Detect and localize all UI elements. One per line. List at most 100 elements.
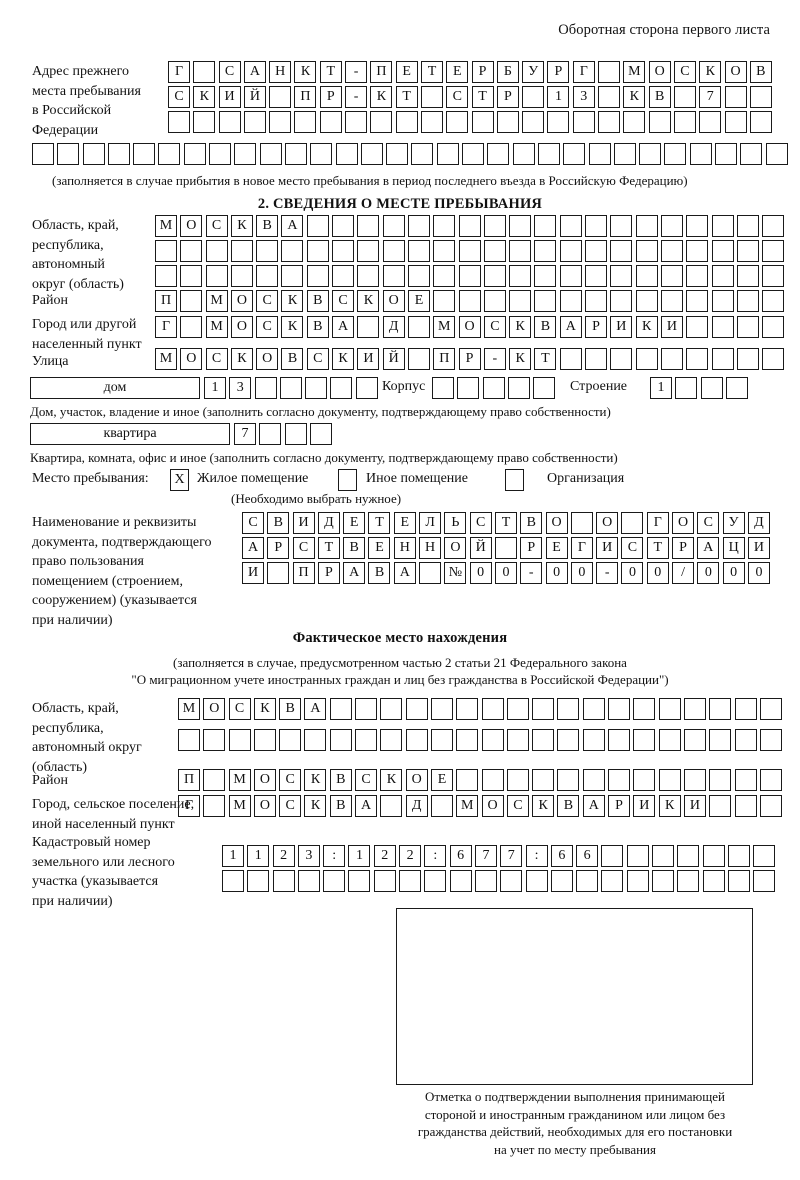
char-cell[interactable]: М <box>205 290 228 312</box>
char-cell[interactable]: О <box>253 795 276 817</box>
char-cell[interactable] <box>635 265 658 287</box>
char-cell[interactable] <box>736 215 759 237</box>
char-cell[interactable] <box>405 698 428 720</box>
char-cell[interactable]: С <box>483 316 506 338</box>
char-cell[interactable]: О <box>230 316 253 338</box>
char-cell[interactable]: Г <box>646 512 669 534</box>
char-cell[interactable] <box>178 729 200 751</box>
char-cell[interactable] <box>559 265 582 287</box>
char-cell[interactable] <box>281 240 304 262</box>
char-cell[interactable] <box>709 795 732 817</box>
char-cell[interactable]: О <box>405 769 428 791</box>
char-cell[interactable] <box>727 845 750 867</box>
char-cell[interactable] <box>559 290 582 312</box>
char-cell[interactable]: Й <box>469 537 492 559</box>
char-cell[interactable] <box>633 698 656 720</box>
char-cell[interactable]: Р <box>496 86 519 108</box>
char-cell[interactable]: Г <box>570 537 593 559</box>
char-cell[interactable]: 0 <box>646 562 669 584</box>
char-cell[interactable] <box>230 240 253 262</box>
char-cell[interactable]: Р <box>520 537 543 559</box>
char-cell[interactable] <box>82 143 105 165</box>
char-cell[interactable] <box>335 143 358 165</box>
char-cell[interactable]: Т <box>395 86 418 108</box>
char-cell[interactable] <box>585 215 608 237</box>
char-cell[interactable] <box>57 143 80 165</box>
char-cell[interactable]: 2 <box>272 845 295 867</box>
char-cell[interactable]: В <box>306 290 329 312</box>
char-cell[interactable]: О <box>253 769 276 791</box>
char-cell[interactable] <box>509 290 532 312</box>
char-cell[interactable]: М <box>155 215 177 237</box>
char-cell[interactable] <box>734 795 757 817</box>
char-cell[interactable] <box>626 845 649 867</box>
char-cell[interactable] <box>430 729 453 751</box>
char-cell[interactable] <box>424 870 447 892</box>
char-cell[interactable]: М <box>433 316 456 338</box>
char-cell[interactable] <box>725 377 748 399</box>
char-cell[interactable]: В <box>557 795 580 817</box>
char-cell[interactable] <box>449 870 472 892</box>
char-cell[interactable] <box>660 348 683 370</box>
char-cell[interactable]: К <box>281 290 304 312</box>
char-cell[interactable] <box>686 215 709 237</box>
char-cell[interactable] <box>675 377 698 399</box>
char-cell[interactable] <box>228 729 251 751</box>
char-cell[interactable] <box>762 215 785 237</box>
char-cell[interactable] <box>329 698 352 720</box>
char-cell[interactable] <box>559 240 582 262</box>
char-cell[interactable]: Р <box>267 537 290 559</box>
char-cell[interactable] <box>494 537 517 559</box>
char-cell[interactable] <box>652 870 675 892</box>
char-cell[interactable]: С <box>218 61 241 83</box>
char-cell[interactable] <box>380 729 403 751</box>
char-cell[interactable]: О <box>180 215 203 237</box>
char-cell[interactable]: И <box>242 562 264 584</box>
char-cell[interactable] <box>711 240 734 262</box>
char-cell[interactable]: Н <box>269 61 292 83</box>
char-cell[interactable] <box>332 240 355 262</box>
char-cell[interactable] <box>256 240 279 262</box>
char-cell[interactable] <box>256 265 279 287</box>
char-cell[interactable] <box>673 86 696 108</box>
char-cell[interactable] <box>355 729 378 751</box>
char-cell[interactable]: А <box>281 215 304 237</box>
char-cell[interactable] <box>483 240 506 262</box>
char-cell[interactable]: 3 <box>572 86 595 108</box>
char-cell[interactable] <box>456 729 479 751</box>
char-cell[interactable] <box>648 111 671 133</box>
char-cell[interactable] <box>686 240 709 262</box>
char-cell[interactable] <box>456 769 479 791</box>
char-cell[interactable]: Д <box>747 512 770 534</box>
char-cell[interactable] <box>702 870 725 892</box>
char-cell[interactable] <box>310 143 333 165</box>
char-cell[interactable] <box>660 265 683 287</box>
char-cell[interactable]: Е <box>368 537 391 559</box>
char-cell[interactable] <box>319 111 342 133</box>
char-cell[interactable]: 7 <box>699 86 722 108</box>
char-cell[interactable] <box>613 143 636 165</box>
char-cell[interactable]: Р <box>319 86 342 108</box>
char-cell[interactable]: В <box>343 537 366 559</box>
char-cell[interactable]: М <box>155 348 177 370</box>
region-row-2[interactable] <box>155 240 785 262</box>
char-cell[interactable] <box>686 348 709 370</box>
char-cell[interactable]: П <box>370 61 393 83</box>
char-cell[interactable]: О <box>444 537 467 559</box>
char-cell[interactable]: Д <box>382 316 405 338</box>
char-cell[interactable] <box>506 698 529 720</box>
char-cell[interactable] <box>205 240 228 262</box>
char-cell[interactable] <box>407 215 430 237</box>
char-cell[interactable] <box>759 729 782 751</box>
char-cell[interactable] <box>734 698 757 720</box>
char-cell[interactable] <box>218 111 241 133</box>
char-cell[interactable] <box>559 348 582 370</box>
char-cell[interactable] <box>532 729 555 751</box>
char-cell[interactable]: И <box>218 86 241 108</box>
char-cell[interactable] <box>355 698 378 720</box>
char-cell[interactable] <box>525 870 548 892</box>
char-cell[interactable] <box>734 769 757 791</box>
char-cell[interactable]: Т <box>368 512 391 534</box>
